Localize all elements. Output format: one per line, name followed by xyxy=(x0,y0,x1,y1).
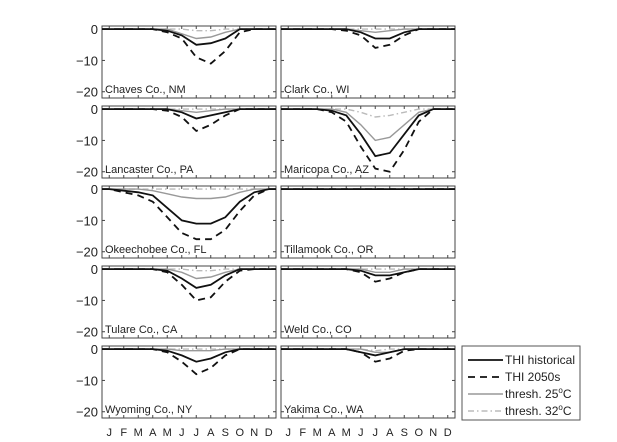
x-tick-label: J xyxy=(358,427,364,439)
x-tick-label: M xyxy=(313,427,322,439)
series-hist xyxy=(280,268,456,277)
x-tick-label: D xyxy=(265,427,273,439)
panel-label: Lancaster Co., PA xyxy=(105,164,194,176)
panel: 0 −10 −20 Okeechobee Co., FL xyxy=(76,182,277,260)
x-tick-label: O xyxy=(414,427,423,439)
panel-frame xyxy=(280,105,456,179)
panel-label: Yakima Co., WA xyxy=(284,404,364,416)
x-tick-label: J xyxy=(107,427,113,439)
series-hist xyxy=(280,348,456,357)
panel-frame xyxy=(280,185,456,259)
y-tick-label: 0 xyxy=(91,342,98,357)
y-tick-label: −10 xyxy=(76,373,98,388)
x-tick-label: F xyxy=(120,427,127,439)
x-tick-label: N xyxy=(250,427,258,439)
series-hist xyxy=(101,188,277,225)
legend: THI historical THI 2050s thresh. 25oC thres… xyxy=(461,345,581,421)
x-tick-label: A xyxy=(328,427,336,439)
y-tick-label: −20 xyxy=(76,85,98,100)
y-tick-label: 0 xyxy=(91,102,98,117)
series-hist xyxy=(280,28,456,40)
panel-label: Tillamook Co., OR xyxy=(284,244,374,256)
panel-label: Okeechobee Co., FL xyxy=(105,244,207,256)
legend-label: thresh. 25oC xyxy=(505,386,572,401)
panel-label: Tulare Co., CA xyxy=(105,324,178,336)
y-tick-label: −20 xyxy=(76,405,98,420)
x-tick-label: A xyxy=(207,427,215,439)
x-tick-label: S xyxy=(401,427,408,439)
panel-label: Maricopa Co., AZ xyxy=(284,164,369,176)
x-tick-label: M xyxy=(134,427,143,439)
panel-frame xyxy=(101,265,277,339)
legend-label: THI historical xyxy=(505,353,575,367)
legend-box xyxy=(461,345,581,421)
panel: Tillamook Co., OR xyxy=(280,185,456,259)
y-tick-label: −20 xyxy=(76,165,98,180)
panel: 0 −10 −20 Lancaster Co., PA xyxy=(76,102,277,180)
x-tick-label: D xyxy=(444,427,452,439)
series-future xyxy=(101,188,277,241)
panel: 0 −10 −20 Wyoming Co., NY xyxy=(76,342,277,420)
panel: Maricopa Co., AZ xyxy=(280,105,456,179)
panel: Weld Co., CO xyxy=(280,265,456,339)
x-tick-label: A xyxy=(386,427,394,439)
x-tick-label: J xyxy=(179,427,185,439)
panel-label: Chaves Co., NM xyxy=(105,84,186,96)
y-tick-label: −10 xyxy=(76,213,98,228)
panel-frame xyxy=(101,25,277,99)
x-tick-label: A xyxy=(149,427,157,439)
panel: Clark Co., WI xyxy=(280,25,456,99)
panel-label: Wyoming Co., NY xyxy=(105,404,193,416)
series-hist xyxy=(280,108,456,158)
panel-frame xyxy=(101,105,277,179)
panel: 0 −10 −20 Chaves Co., NM xyxy=(76,22,277,100)
x-tick-label: J xyxy=(194,427,200,439)
x-tick-label: M xyxy=(342,427,351,439)
series-hist xyxy=(101,348,277,363)
series-hist xyxy=(101,268,277,289)
panel-frame xyxy=(280,25,456,99)
panel: 0 −10 −20 Tulare Co., CA xyxy=(76,262,277,340)
panel-label: Weld Co., CO xyxy=(284,324,352,336)
legend-label: thresh. 32oC xyxy=(505,403,572,418)
x-tick-label: J xyxy=(373,427,379,439)
panel-label: Clark Co., WI xyxy=(284,84,349,96)
x-tick-label: M xyxy=(163,427,172,439)
y-tick-label: −10 xyxy=(76,133,98,148)
x-tick-label: J xyxy=(286,427,292,439)
y-tick-label: −20 xyxy=(76,245,98,260)
series-hist xyxy=(101,28,277,46)
y-tick-label: 0 xyxy=(91,22,98,37)
y-tick-label: −10 xyxy=(76,53,98,68)
x-tick-label: N xyxy=(429,427,437,439)
y-tick-label: −20 xyxy=(76,325,98,340)
y-tick-label: 0 xyxy=(91,182,98,197)
x-tick-label: O xyxy=(235,427,244,439)
x-tick-label: F xyxy=(299,427,306,439)
y-tick-label: −10 xyxy=(76,293,98,308)
legend-label: THI 2050s xyxy=(505,370,560,384)
series-t25 xyxy=(101,188,277,200)
series-hist xyxy=(101,108,277,120)
panel: Yakima Co., WA xyxy=(280,345,456,419)
y-tick-label: 0 xyxy=(91,262,98,277)
x-tick-label: S xyxy=(222,427,229,439)
